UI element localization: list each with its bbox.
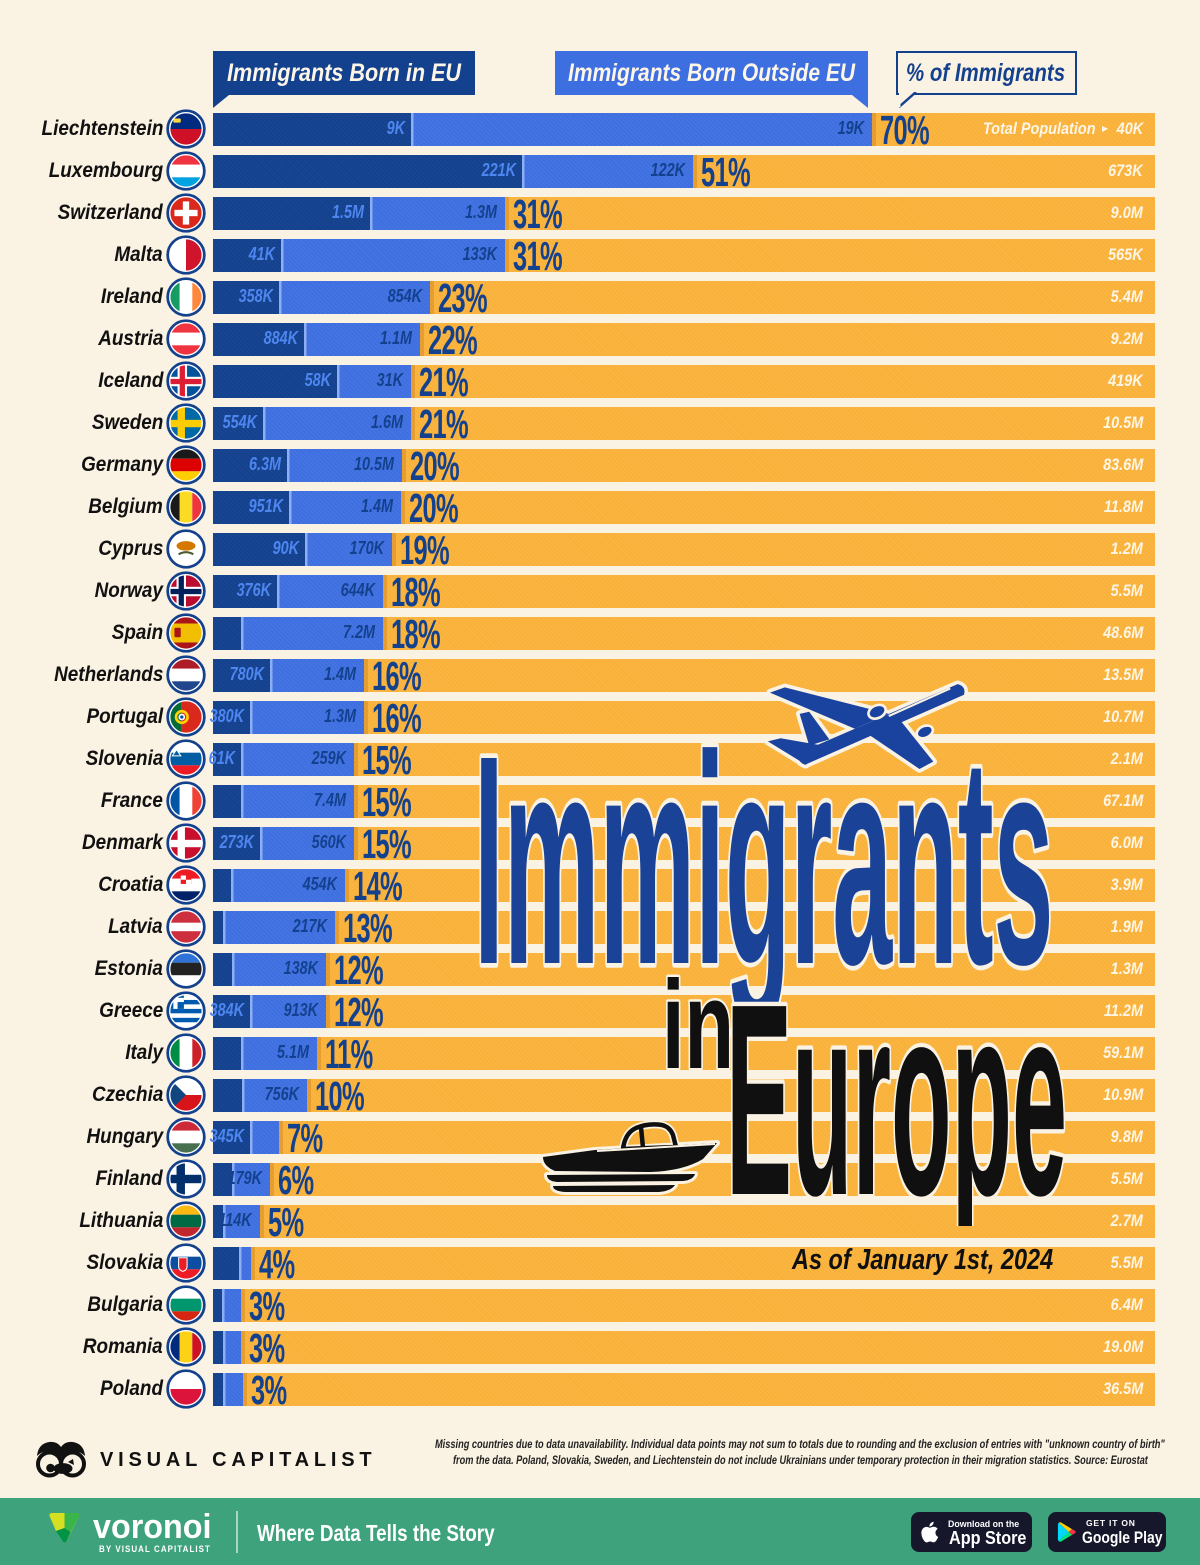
svg-text:Immigrants: Immigrants	[474, 694, 1053, 1027]
svg-text:Europe: Europe	[726, 947, 1067, 1253]
svg-text:in: in	[662, 956, 734, 1095]
